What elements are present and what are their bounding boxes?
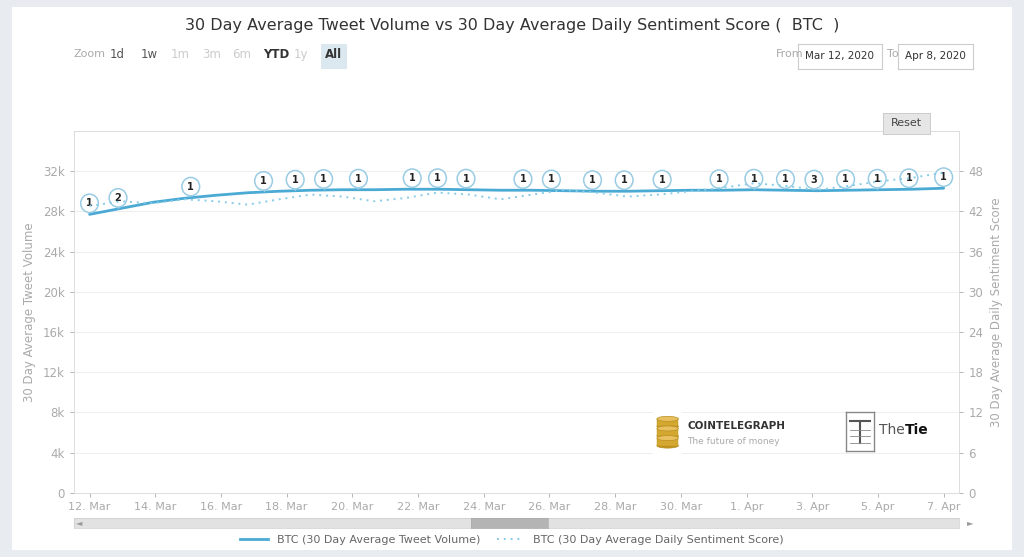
Ellipse shape	[514, 170, 531, 188]
Text: Zoom: Zoom	[74, 49, 105, 59]
FancyBboxPatch shape	[657, 428, 679, 436]
Ellipse shape	[429, 169, 446, 187]
Ellipse shape	[584, 171, 601, 189]
Text: COINTELEGRAPH: COINTELEGRAPH	[687, 421, 785, 431]
Ellipse shape	[653, 170, 671, 189]
Ellipse shape	[657, 426, 679, 431]
Text: 1: 1	[260, 176, 267, 186]
Ellipse shape	[711, 170, 728, 188]
Ellipse shape	[110, 189, 127, 207]
Text: ►: ►	[967, 519, 973, 527]
Ellipse shape	[615, 171, 633, 189]
Ellipse shape	[745, 169, 763, 188]
Text: 1: 1	[355, 174, 361, 184]
Text: The future of money: The future of money	[687, 437, 779, 446]
Text: 1: 1	[940, 172, 947, 182]
Text: 6m: 6m	[232, 47, 252, 61]
Ellipse shape	[255, 172, 272, 190]
Text: 1: 1	[463, 174, 469, 184]
Ellipse shape	[805, 170, 823, 189]
Text: YTD: YTD	[263, 47, 290, 61]
Ellipse shape	[81, 194, 98, 212]
Y-axis label: 30 Day Average Daily Sentiment Score: 30 Day Average Daily Sentiment Score	[990, 197, 1004, 427]
Text: 1: 1	[658, 175, 666, 184]
Text: 1: 1	[842, 174, 849, 184]
Ellipse shape	[657, 443, 679, 448]
Text: 1: 1	[548, 174, 555, 184]
Text: 1m: 1m	[171, 47, 190, 61]
FancyBboxPatch shape	[657, 438, 679, 446]
Text: 1: 1	[86, 198, 93, 208]
Text: Tie: Tie	[905, 423, 929, 437]
Ellipse shape	[349, 169, 368, 188]
Text: Reset: Reset	[891, 119, 922, 128]
Text: 1w: 1w	[140, 47, 158, 61]
Ellipse shape	[935, 168, 952, 187]
Text: 1: 1	[716, 174, 723, 184]
Ellipse shape	[457, 169, 475, 188]
Text: To: To	[887, 49, 898, 59]
Text: 1: 1	[292, 175, 299, 185]
Ellipse shape	[657, 436, 679, 441]
Legend: BTC (30 Day Average Tweet Volume), BTC (30 Day Average Daily Sentiment Score): BTC (30 Day Average Tweet Volume), BTC (…	[236, 530, 788, 549]
Ellipse shape	[403, 169, 421, 187]
Text: From: From	[776, 49, 804, 59]
Ellipse shape	[287, 170, 304, 189]
Text: 3: 3	[811, 175, 817, 184]
FancyBboxPatch shape	[657, 419, 679, 427]
Ellipse shape	[837, 170, 854, 188]
Text: 1: 1	[434, 173, 441, 183]
Text: 1: 1	[589, 175, 596, 185]
Ellipse shape	[543, 170, 560, 189]
Text: 1: 1	[751, 174, 757, 184]
Ellipse shape	[314, 170, 333, 188]
Text: 1: 1	[409, 173, 416, 183]
Text: All: All	[325, 47, 342, 61]
Text: 1: 1	[782, 174, 788, 184]
Text: ◄: ◄	[76, 519, 82, 527]
Text: 1: 1	[187, 182, 195, 192]
Ellipse shape	[900, 169, 918, 187]
Text: 1y: 1y	[294, 47, 308, 61]
Text: 1: 1	[519, 174, 526, 184]
Text: 1: 1	[873, 174, 881, 184]
Ellipse shape	[776, 170, 795, 188]
Ellipse shape	[657, 424, 679, 429]
Ellipse shape	[182, 178, 200, 196]
Text: Mar 12, 2020: Mar 12, 2020	[805, 51, 874, 61]
Y-axis label: 30 Day Average Tweet Volume: 30 Day Average Tweet Volume	[23, 222, 36, 402]
Text: 1: 1	[621, 175, 628, 185]
Text: 3m: 3m	[202, 47, 220, 61]
Text: 1: 1	[321, 174, 327, 184]
Text: The: The	[879, 423, 904, 437]
Text: Apr 8, 2020: Apr 8, 2020	[905, 51, 966, 61]
Ellipse shape	[657, 417, 679, 421]
Text: 1d: 1d	[110, 47, 125, 61]
Text: 1: 1	[905, 173, 912, 183]
Text: 2: 2	[115, 193, 122, 203]
Text: 30 Day Average Tweet Volume vs 30 Day Average Daily Sentiment Score (  BTC  ): 30 Day Average Tweet Volume vs 30 Day Av…	[184, 18, 840, 32]
Ellipse shape	[657, 433, 679, 438]
Ellipse shape	[868, 169, 886, 188]
